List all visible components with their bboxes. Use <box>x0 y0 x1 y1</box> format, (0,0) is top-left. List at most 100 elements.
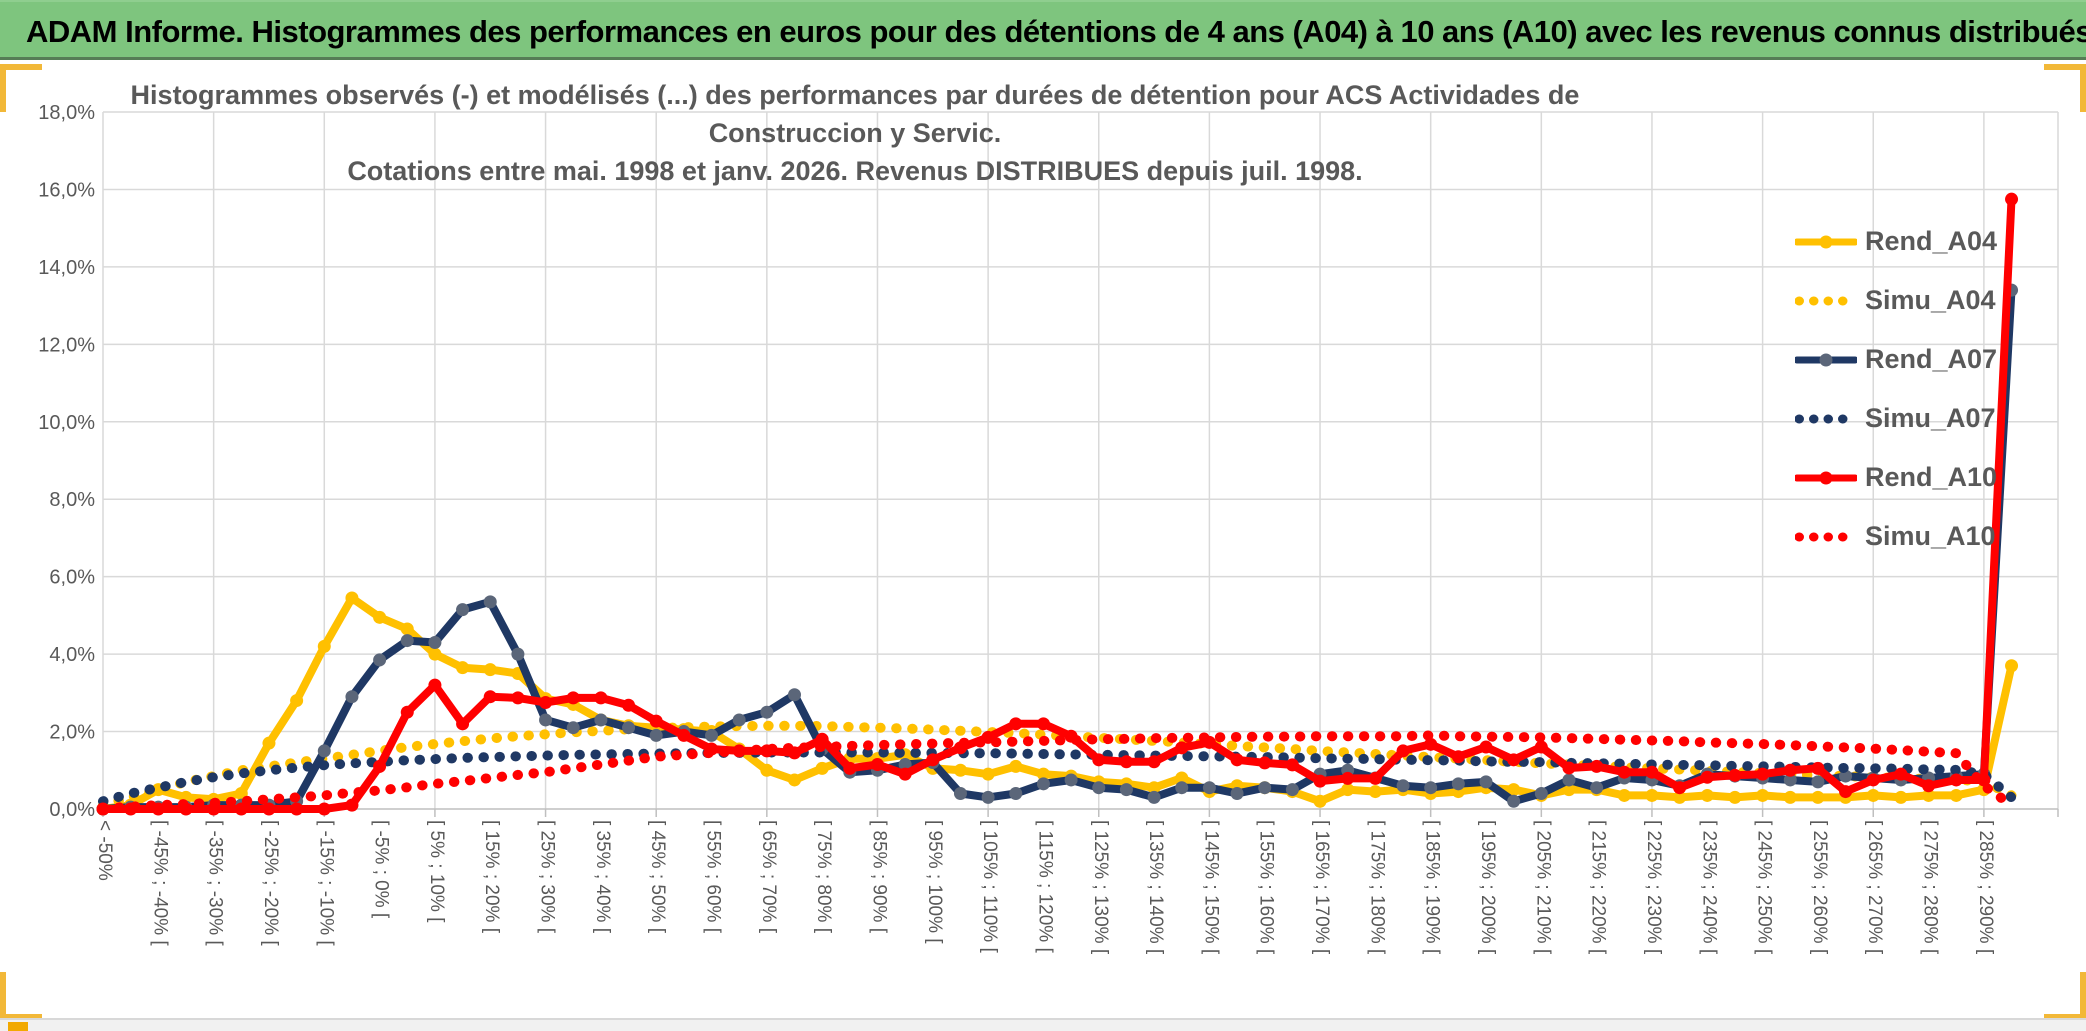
x-axis-tick-label: [ 275% ; 280% [ <box>1920 820 1941 955</box>
series-Rend_A07-marker <box>511 647 525 661</box>
series-Rend_A04-marker <box>815 761 829 775</box>
series-Rend_A10-marker <box>1700 770 1714 784</box>
series-Rend_A10-marker <box>1424 737 1438 751</box>
series-Rend_A07-marker <box>622 721 636 735</box>
series-Simu_A10[interactable] <box>98 730 2017 814</box>
series-Rend_A04-marker <box>1009 759 1023 773</box>
series-Rend_A10[interactable] <box>99 195 2016 813</box>
chart-frame-corner-top-left <box>0 64 42 112</box>
series-Rend_A10-marker <box>1368 771 1382 785</box>
series-Rend_A04-marker <box>1949 788 1963 802</box>
series-Rend_A10-marker <box>1341 771 1355 785</box>
series-Rend_A10-marker <box>1673 781 1687 795</box>
x-axis-tick-label: [ 145% ; 150% [ <box>1200 820 1221 955</box>
series-Rend_A10-marker <box>1507 753 1521 767</box>
x-axis-tick-label: [ 225% ; 230% [ <box>1643 820 1664 955</box>
series-Rend_A04-marker <box>1811 790 1825 804</box>
legend-label: Rend_A10 <box>1865 462 1998 492</box>
series-Rend_A10-marker <box>1562 761 1576 775</box>
series-Rend_A10-marker <box>1590 759 1604 773</box>
x-axis-tick-label: [ 105% ; 110% [ <box>979 820 1000 953</box>
legend-item-Simu_A04[interactable]: Simu_A04 <box>1795 271 2055 330</box>
series-Rend_A07-marker <box>400 634 414 648</box>
x-axis-tick-label: [ 205% ; 210% [ <box>1532 820 1553 955</box>
legend-item-Simu_A10[interactable]: Simu_A10 <box>1795 507 2055 566</box>
series-Rend_A07-marker <box>953 787 967 801</box>
series-Rend_A07-marker <box>1258 781 1272 795</box>
series-Rend_A04-marker <box>1783 790 1797 804</box>
chart-title-line2: Cotations entre mai. 1998 et janv. 2026.… <box>347 156 1363 186</box>
series-Rend_A10-marker <box>898 767 912 781</box>
dotted-line-sample-icon <box>1795 414 1857 423</box>
y-axis-tick-label: 14,0% <box>38 257 95 279</box>
series-Rend_A04-marker <box>788 773 801 787</box>
x-axis-tick-label: [ -25% ; -20% [ <box>260 820 281 946</box>
legend-label: Simu_A07 <box>1865 403 1996 433</box>
horizontal-scrollbar[interactable] <box>0 1018 2086 1031</box>
x-axis-tick-label: [ 75% ; 80% [ <box>813 820 834 934</box>
series-Rend_A10-marker <box>1839 785 1853 799</box>
series-Rend_A04-marker <box>1562 783 1576 797</box>
legend-label: Rend_A07 <box>1865 344 1998 374</box>
series-Rend_A07-marker <box>373 653 387 667</box>
series-Rend_A10-marker <box>1617 765 1631 779</box>
series-Rend_A07-marker <box>456 603 470 617</box>
series-Rend_A10-marker <box>1313 774 1327 788</box>
y-axis-tick-label: 12,0% <box>38 334 95 356</box>
legend-item-Simu_A07[interactable]: Simu_A07 <box>1795 389 2055 448</box>
series-Rend_A07-marker <box>1285 783 1299 797</box>
series-Rend_A07-marker <box>1534 787 1548 801</box>
series-Rend_A07-marker <box>566 721 580 735</box>
series-Rend_A10-marker <box>1894 767 1908 781</box>
x-axis-tick-label: [ 175% ; 180% [ <box>1366 820 1387 955</box>
x-axis-tick-label: [ 235% ; 240% [ <box>1698 820 1719 955</box>
x-axis-tick-label: [ 135% ; 140% [ <box>1145 820 1166 955</box>
series-Rend_A07-marker <box>1451 777 1465 791</box>
series-Simu_A07[interactable] <box>98 747 2017 807</box>
series-Rend_A04-marker <box>483 663 497 677</box>
series-Rend_A04-marker <box>760 763 774 777</box>
legend-item-Rend_A07[interactable]: Rend_A07 <box>1795 330 2055 389</box>
x-axis-tick-label: [ 85% ; 90% [ <box>868 820 889 934</box>
series-Rend_A10-marker <box>373 759 387 773</box>
series-Rend_A07-marker <box>788 688 801 702</box>
legend-item-Rend_A10[interactable]: Rend_A10 <box>1795 448 2055 507</box>
series-Rend_A07-marker <box>1064 773 1078 787</box>
series-Rend_A10-marker <box>483 690 497 704</box>
legend-item-Rend_A04[interactable]: Rend_A04 <box>1795 212 2055 271</box>
series-Rend_A04-marker <box>1147 781 1161 795</box>
series-Rend_A07-marker <box>594 713 608 727</box>
series-Rend_A07-marker <box>981 790 995 804</box>
series-Rend_A07-marker <box>1230 787 1244 801</box>
x-axis-tick-label: [ -35% ; -30% [ <box>205 820 226 946</box>
x-axis-tick-label: [ 55% ; 60% [ <box>703 820 724 934</box>
scrollbar-thumb[interactable] <box>8 1022 28 1031</box>
series-Simu_A04[interactable] <box>98 720 2017 811</box>
series-Rend_A10-marker <box>1092 753 1106 767</box>
y-axis-tick-label: 0,0% <box>49 799 95 821</box>
x-axis-tick-label: [ 245% ; 250% [ <box>1754 820 1775 955</box>
series-Rend_A07-marker <box>1479 775 1493 789</box>
series-Rend_A10-marker <box>843 761 857 775</box>
series-Rend_A10-marker <box>1728 768 1742 782</box>
series-Rend_A07-marker <box>1119 783 1133 797</box>
legend-label: Simu_A04 <box>1865 285 1996 315</box>
series-Rend_A04-marker <box>1313 794 1327 808</box>
series-Rend_A10-marker <box>870 757 884 771</box>
series-Rend_A10-marker <box>1230 753 1244 767</box>
series-Rend_A10-marker <box>1175 741 1189 755</box>
series-Rend_A10-marker <box>1258 756 1272 770</box>
series-Rend_A10-marker <box>622 698 636 712</box>
series-Rend_A10-marker <box>1645 765 1659 779</box>
series-Rend_A07-marker <box>1590 781 1604 795</box>
series-Rend_A07-marker <box>705 728 719 742</box>
series-Rend_A10-marker <box>1119 755 1133 769</box>
series-Rend_A07-marker <box>1036 777 1050 791</box>
series-Rend_A04-marker <box>317 639 331 653</box>
series-Rend_A07-marker <box>1009 787 1023 801</box>
series-Rend_A04-marker <box>373 610 387 624</box>
series-Rend_A07-marker <box>1175 781 1189 795</box>
series-Rend_A10-marker <box>1009 717 1023 731</box>
series-Rend_A07-marker <box>898 757 912 771</box>
